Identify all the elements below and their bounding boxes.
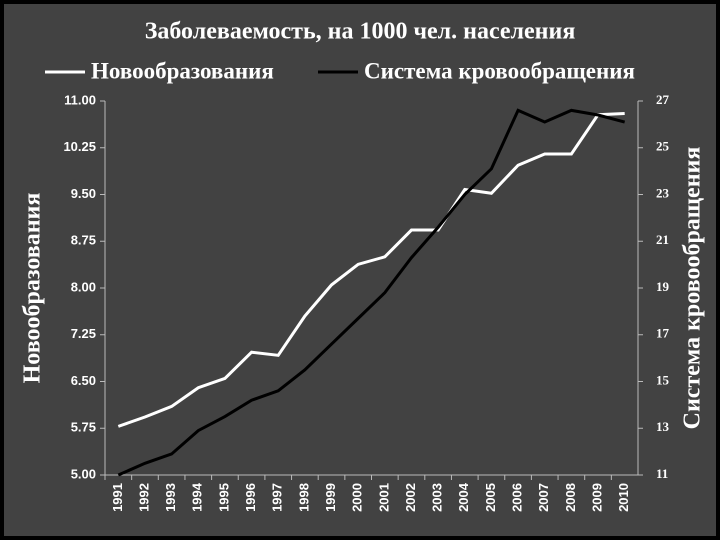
x-tick-label: 1997 bbox=[270, 483, 285, 512]
x-tick-label: 1998 bbox=[296, 483, 311, 512]
legend-label: Новообразования bbox=[91, 58, 274, 83]
y-axis-label: Новообразования bbox=[20, 193, 46, 384]
y-tick-label: 5.75 bbox=[71, 420, 96, 435]
x-tick-label: 2009 bbox=[589, 483, 604, 512]
y2-tick-label: 21 bbox=[656, 232, 669, 247]
x-tick-label: 1994 bbox=[190, 482, 205, 512]
y2-tick-label: 17 bbox=[656, 326, 670, 341]
x-tick-label: 2004 bbox=[456, 482, 471, 512]
y-tick-label: 11.00 bbox=[64, 92, 96, 107]
y2-tick-label: 13 bbox=[656, 419, 670, 434]
y-tick-label: 6.50 bbox=[71, 373, 96, 388]
x-tick-label: 1993 bbox=[163, 483, 178, 512]
background bbox=[4, 4, 716, 536]
x-tick-label: 2002 bbox=[403, 483, 418, 512]
x-tick-label: 2010 bbox=[616, 483, 631, 512]
x-tick-label: 1999 bbox=[323, 483, 338, 512]
x-tick-label: 1996 bbox=[243, 483, 258, 512]
y-tick-label: 5.00 bbox=[71, 466, 96, 481]
y-tick-label: 9.50 bbox=[71, 186, 96, 201]
legend-label: Система кровообращения bbox=[364, 58, 635, 83]
y2-axis-label: Система кровообращения bbox=[680, 147, 706, 430]
x-tick-label: 2001 bbox=[376, 483, 391, 512]
y2-tick-label: 15 bbox=[656, 372, 670, 387]
x-tick-label: 2003 bbox=[430, 483, 445, 512]
y2-tick-label: 25 bbox=[656, 139, 670, 154]
y2-tick-label: 27 bbox=[656, 92, 670, 107]
x-tick-label: 2006 bbox=[510, 483, 525, 512]
y-tick-label: 8.00 bbox=[71, 279, 96, 294]
chart-title: Заболеваемость, на 1000 чел. населения bbox=[145, 19, 576, 45]
x-tick-label: 2005 bbox=[483, 483, 498, 512]
x-tick-label: 2007 bbox=[536, 483, 551, 512]
x-tick-label: 2000 bbox=[350, 483, 365, 512]
y2-tick-label: 19 bbox=[656, 279, 670, 294]
x-tick-label: 1995 bbox=[216, 483, 231, 512]
x-tick-label: 2008 bbox=[563, 483, 578, 512]
x-tick-label: 1991 bbox=[110, 483, 125, 512]
y-tick-label: 7.25 bbox=[71, 326, 96, 341]
y2-tick-label: 23 bbox=[656, 185, 670, 200]
y2-tick-label: 11 bbox=[656, 466, 668, 481]
y-tick-label: 8.75 bbox=[71, 233, 96, 248]
y-tick-label: 10.25 bbox=[63, 139, 96, 154]
x-tick-label: 1992 bbox=[136, 483, 151, 512]
series-line bbox=[117, 108, 626, 477]
series-line bbox=[117, 111, 625, 428]
